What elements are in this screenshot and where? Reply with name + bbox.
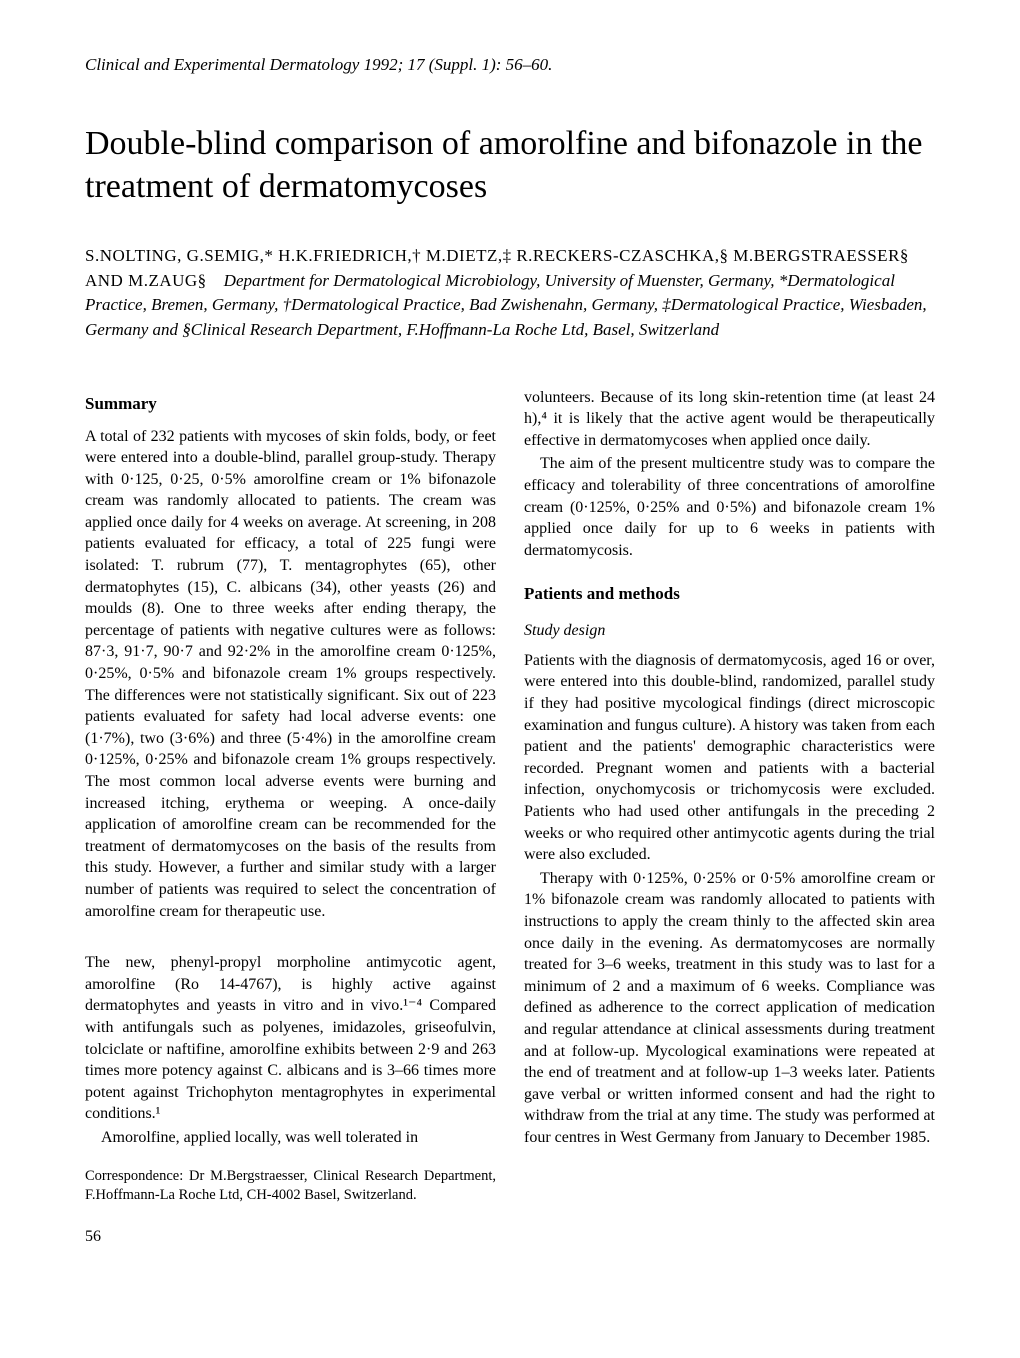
intro-cont-1: volunteers. Because of its long skin-ret…: [524, 387, 935, 452]
authors-block: S.NOLTING, G.SEMIG,* H.K.FRIEDRICH,† M.D…: [85, 244, 935, 343]
study-design-p2: Therapy with 0·125%, 0·25% or 0·5% amoro…: [524, 868, 935, 1149]
study-design-p1: Patients with the diagnosis of dermatomy…: [524, 650, 935, 866]
paper-title: Double-blind comparison of amorolfine an…: [85, 123, 935, 208]
affiliations: Department for Dermatological Microbiolo…: [85, 271, 927, 339]
patients-methods-heading: Patients and methods: [524, 583, 935, 606]
intro-para-2: Amorolfine, applied locally, was well to…: [85, 1127, 496, 1149]
left-column: Summary A total of 232 patients with myc…: [85, 387, 496, 1248]
correspondence: Correspondence: Dr M.Bergstraesser, Clin…: [85, 1167, 496, 1206]
intro-para-1: The new, phenyl-propyl morpholine antimy…: [85, 952, 496, 1125]
two-column-layout: Summary A total of 232 patients with myc…: [85, 387, 935, 1248]
study-design-heading: Study design: [524, 620, 935, 642]
intro-cont-2: The aim of the present multicentre study…: [524, 453, 935, 561]
paper-page: Clinical and Experimental Dermatology 19…: [0, 0, 1020, 1307]
summary-heading: Summary: [85, 393, 496, 416]
summary-text: A total of 232 patients with mycoses of …: [85, 426, 496, 923]
right-column: volunteers. Because of its long skin-ret…: [524, 387, 935, 1248]
journal-header: Clinical and Experimental Dermatology 19…: [85, 55, 935, 75]
page-number: 56: [85, 1226, 496, 1248]
